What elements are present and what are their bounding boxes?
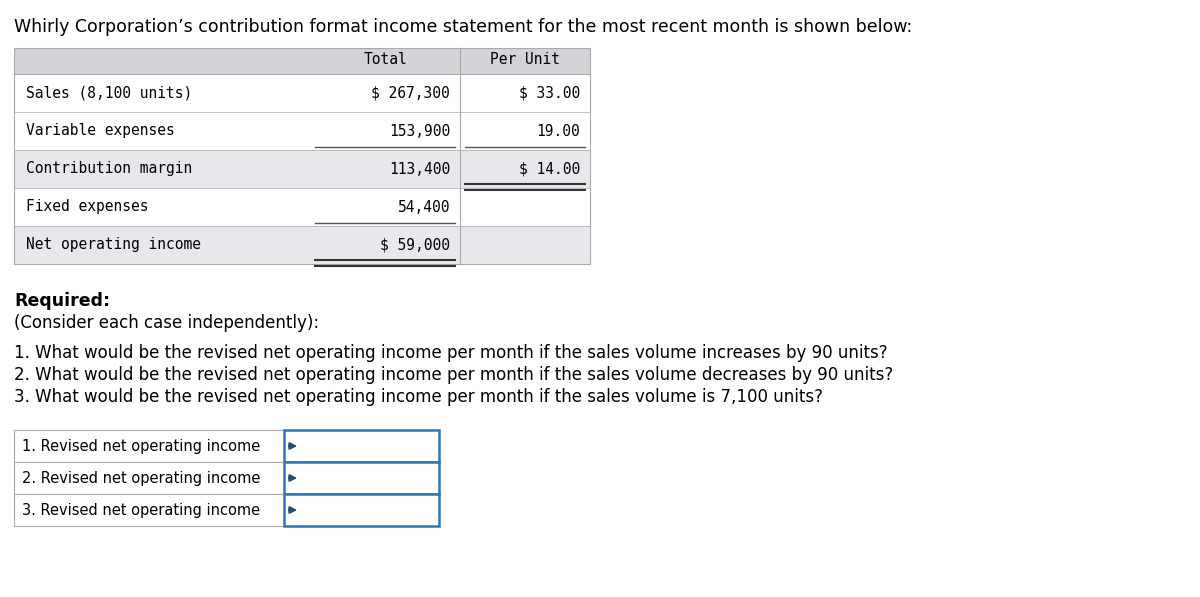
Bar [14,74,590,112]
Text: 2. What would be the revised net operating income per month if the sales volume : 2. What would be the revised net operati… [14,366,893,384]
Bar [284,462,439,494]
Text: Contribution margin: Contribution margin [26,162,192,177]
Text: $ 267,300: $ 267,300 [371,85,450,100]
Text: 19.00: 19.00 [536,124,580,139]
Text: Whirly Corporation’s contribution format income statement for the most recent mo: Whirly Corporation’s contribution format… [14,18,912,36]
Text: Total: Total [364,53,407,67]
Text: 1. Revised net operating income: 1. Revised net operating income [22,439,260,454]
Text: Sales (8,100 units): Sales (8,100 units) [26,85,192,100]
Bar [14,462,284,494]
Bar [14,48,590,264]
Text: $ 59,000: $ 59,000 [380,238,450,253]
Bar [14,226,590,264]
Text: Required:: Required: [14,292,110,310]
Text: Net operating income: Net operating income [26,238,202,253]
Text: Per Unit: Per Unit [490,53,560,67]
Bar [14,150,590,188]
Text: (Consider each case independently):: (Consider each case independently): [14,314,319,332]
Text: 113,400: 113,400 [389,162,450,177]
Text: 3. What would be the revised net operating income per month if the sales volume : 3. What would be the revised net operati… [14,388,823,406]
Text: 2. Revised net operating income: 2. Revised net operating income [22,470,260,485]
Text: 153,900: 153,900 [389,124,450,139]
Bar [284,494,439,526]
Bar [14,188,590,226]
Bar [14,494,284,526]
Bar [14,48,590,74]
Bar [14,112,590,150]
Text: 1. What would be the revised net operating income per month if the sales volume : 1. What would be the revised net operati… [14,344,888,362]
Text: 54,400: 54,400 [397,199,450,214]
Bar [14,430,284,462]
Text: $ 14.00: $ 14.00 [518,162,580,177]
Text: Fixed expenses: Fixed expenses [26,199,149,214]
Text: 3. Revised net operating income: 3. Revised net operating income [22,503,260,518]
Text: $ 33.00: $ 33.00 [518,85,580,100]
Text: Variable expenses: Variable expenses [26,124,175,139]
Bar [284,430,439,462]
